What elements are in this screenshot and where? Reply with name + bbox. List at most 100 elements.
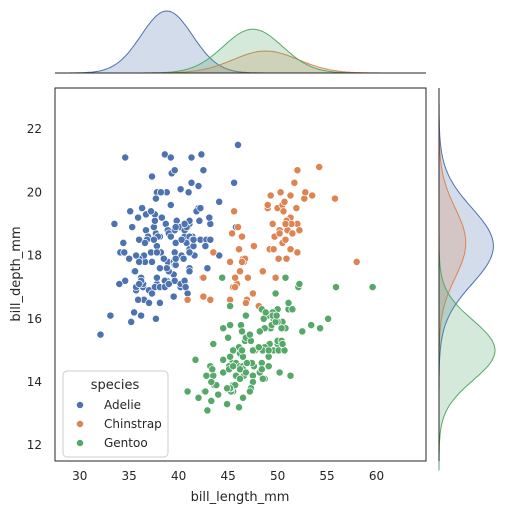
point-gentoo [223,400,232,409]
point-adelie [176,185,185,194]
point-adelie [131,267,140,276]
point-gentoo [239,393,247,402]
point-gentoo [275,368,284,377]
point-adelie [110,219,119,228]
point-chinstrap [295,226,304,235]
point-adelie [196,204,205,213]
point-adelie [119,238,128,247]
point-chinstrap [231,273,240,282]
point-gentoo [226,302,235,311]
point-chinstrap [263,201,272,209]
point-adelie [169,292,178,301]
point-gentoo [241,368,250,377]
point-adelie [171,254,180,263]
x-tick-label: 35 [122,469,137,483]
point-chinstrap [281,219,290,228]
point-chinstrap [276,188,285,197]
right-kde-chinstrap [438,103,467,382]
point-chinstrap [282,254,291,263]
point-gentoo [201,387,210,396]
legend: species Adelie Chinstrap Gentoo [62,370,169,458]
point-gentoo [203,406,212,415]
point-adelie [121,153,130,162]
point-chinstrap [199,292,208,301]
point-adelie [170,166,179,175]
y-tick-label: 16 [27,312,42,326]
point-chinstrap [234,223,242,232]
point-chinstrap [241,298,250,307]
point-gentoo [229,346,238,355]
point-adelie [152,273,161,282]
point-chinstrap [248,289,257,298]
point-gentoo [271,289,280,298]
point-chinstrap [280,197,289,206]
x-tick-label: 45 [220,469,235,483]
y-tick-label: 12 [27,438,42,452]
point-gentoo [245,387,254,396]
point-gentoo [332,283,340,292]
point-chinstrap [271,273,280,282]
point-chinstrap [258,267,267,276]
x-tick-label: 30 [72,469,87,483]
point-gentoo [209,340,218,348]
point-adelie [180,219,189,228]
point-adelie [201,242,210,251]
point-gentoo [257,365,266,374]
point-adelie [137,311,146,320]
point-gentoo [316,324,325,333]
point-adelie [132,251,141,260]
point-gentoo [261,308,270,317]
point-adelie [135,280,144,288]
point-gentoo [208,365,217,374]
point-gentoo [226,321,235,330]
y-tick-label: 14 [27,375,42,389]
point-gentoo [264,362,273,371]
y-axis-label: bill_depth_mm [9,226,24,321]
point-adelie [230,178,239,187]
scatter-points [96,140,377,415]
point-gentoo [238,327,246,336]
legend-marker-chinstrap [76,420,84,428]
point-adelie [127,317,136,326]
point-gentoo [214,390,223,399]
point-chinstrap [288,229,297,238]
legend-box [62,370,169,458]
top-kde-gentoo [134,28,372,74]
point-chinstrap [235,245,243,254]
point-adelie [138,204,147,213]
point-gentoo [245,330,254,339]
point-adelie [145,298,153,307]
point-chinstrap [199,273,208,282]
point-gentoo [324,314,333,323]
point-gentoo [194,393,203,402]
x-axis-ticks: 30 35 40 45 50 55 60 [72,469,384,483]
point-adelie [130,308,139,317]
point-gentoo [223,384,232,393]
point-adelie [181,283,190,292]
point-chinstrap [301,188,310,197]
point-chinstrap [231,283,240,292]
point-chinstrap [226,257,235,266]
point-adelie [141,238,149,247]
point-gentoo [281,273,290,282]
point-adelie [187,153,196,162]
point-gentoo [219,324,228,333]
point-adelie [197,150,206,159]
point-adelie [156,188,165,197]
point-adelie [151,314,160,323]
x-axis-label: bill_length_mm [191,490,290,505]
y-tick-label: 20 [27,185,42,199]
point-adelie [185,267,194,276]
right-kde-gentoo [438,230,496,471]
point-chinstrap [249,242,258,251]
point-adelie [150,216,159,225]
point-gentoo [272,311,281,320]
point-adelie [106,311,115,320]
point-adelie [151,194,160,203]
point-gentoo [368,283,377,292]
point-gentoo [298,327,307,336]
point-chinstrap [266,191,275,200]
point-gentoo [242,359,251,367]
x-tick-label: 50 [270,469,285,483]
point-adelie [166,232,175,241]
